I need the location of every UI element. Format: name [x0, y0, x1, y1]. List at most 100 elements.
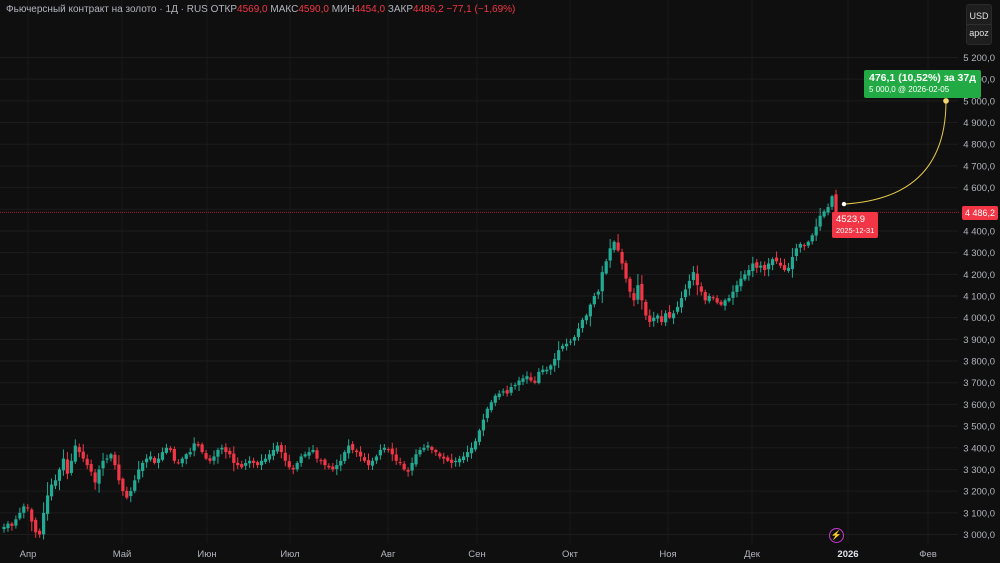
candle-body: [109, 454, 113, 459]
candle-body: [347, 445, 351, 454]
candle-body: [220, 447, 224, 450]
candle-body: [216, 449, 220, 457]
candle-body: [156, 458, 161, 463]
candle-body: [596, 291, 600, 295]
y-tick-label: 4 300,0: [963, 248, 995, 259]
candle-body: [18, 512, 22, 519]
candle-body: [252, 460, 256, 463]
candle-body: [89, 464, 93, 472]
candle-body: [592, 296, 596, 305]
candle-body: [497, 393, 501, 398]
candle-body: [814, 226, 818, 236]
candle-body: [38, 530, 42, 535]
candle-body: [244, 462, 248, 466]
candle-body: [236, 462, 240, 466]
candle-body: [656, 315, 660, 319]
candle-body: [42, 512, 46, 535]
candle-body: [771, 259, 775, 266]
candle-body: [414, 454, 418, 465]
candle-body: [826, 207, 830, 213]
candle-body: [430, 446, 434, 450]
candle-body: [133, 480, 137, 491]
candle-body: [549, 365, 553, 370]
candle-body: [564, 343, 569, 347]
candle-body: [113, 454, 117, 466]
candle-body: [763, 264, 767, 270]
legend-high-value: 4590,0: [298, 4, 329, 15]
candle-body: [299, 456, 303, 463]
candle-body: [648, 315, 652, 323]
lightning-icon[interactable]: ⚡: [829, 528, 844, 543]
candle-body: [438, 453, 442, 457]
candle-body: [117, 464, 121, 481]
candle-body: [398, 462, 402, 464]
y-tick-label: 3 700,0: [963, 378, 995, 389]
candle-body: [624, 263, 628, 279]
candle-body: [652, 317, 656, 322]
y-tick-label: 3 300,0: [963, 465, 995, 476]
candle-body: [366, 460, 371, 466]
candle-body: [434, 450, 438, 453]
candle-body: [715, 298, 719, 303]
candle-body: [450, 459, 454, 463]
candle-body: [172, 448, 176, 461]
candle-body: [307, 452, 311, 456]
legend-close-value: 4486,2: [413, 4, 444, 15]
candle-body: [69, 460, 73, 473]
candle-body: [101, 460, 105, 469]
candle-body: [323, 459, 327, 466]
candle-body: [45, 495, 50, 514]
candle-body: [125, 490, 129, 498]
candle-body: [311, 449, 315, 452]
projection-label: 476,1 (10,52%) за 37д 5 000,0 @ 2026-02-…: [864, 70, 981, 98]
candle-body: [402, 463, 406, 470]
y-tick-label: 3 500,0: [963, 422, 995, 433]
candle-body: [778, 262, 783, 266]
currency-label[interactable]: USD: [967, 8, 991, 25]
candle-body: [65, 459, 69, 474]
candle-body: [6, 523, 10, 529]
y-tick-label: 5 000,0: [963, 96, 995, 107]
candle-body: [628, 278, 632, 292]
units-menu[interactable]: USD apoz: [966, 4, 992, 45]
candle-body: [806, 241, 810, 246]
candle-body: [580, 319, 585, 329]
y-tick-label: 3 900,0: [963, 335, 995, 346]
projection-curve: [843, 100, 947, 205]
candle-body: [454, 460, 458, 463]
candle-body: [719, 301, 723, 305]
candle-body: [97, 469, 101, 484]
y-tick-label: 4 700,0: [963, 161, 995, 172]
candle-body: [489, 402, 493, 411]
legend-open-label: ОТКР: [210, 4, 238, 15]
candle-body: [188, 452, 192, 455]
candle-body: [735, 285, 739, 292]
candle-body: [465, 452, 470, 458]
candle-body: [759, 265, 763, 268]
candle-body: [382, 447, 386, 450]
legend-open-value: 4569,0: [237, 4, 268, 15]
candle-body: [588, 304, 592, 317]
candle-body: [576, 328, 581, 337]
candle-body: [319, 460, 323, 462]
scale-label[interactable]: apoz: [969, 28, 989, 38]
candle-body: [644, 301, 648, 316]
candle-body: [53, 480, 58, 486]
candle-body: [137, 469, 141, 480]
candle-body: [668, 311, 672, 318]
candle-body: [81, 451, 85, 459]
candle-body: [505, 390, 509, 394]
candle-body: [295, 462, 299, 470]
candle-body: [640, 283, 644, 301]
candle-body: [267, 454, 272, 460]
candle-body: [469, 447, 474, 454]
x-tick-label: Июн: [197, 549, 216, 560]
candle-body: [608, 248, 612, 261]
candle-body: [743, 274, 747, 280]
y-tick-label: 5 200,0: [963, 53, 995, 64]
candle-body: [327, 465, 331, 468]
candle-body: [767, 263, 771, 270]
candle-body: [442, 456, 446, 459]
candle-body: [331, 466, 335, 470]
